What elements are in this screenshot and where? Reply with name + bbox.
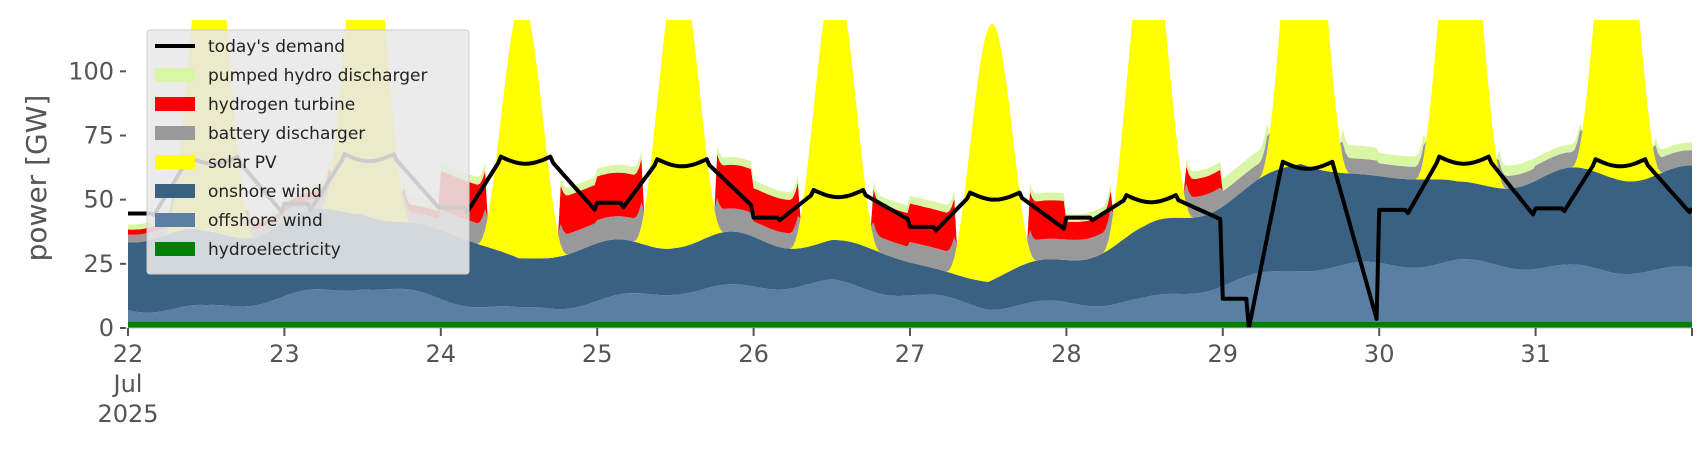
legend-label: battery discharger [208, 124, 365, 144]
legend-swatch [155, 155, 195, 169]
x-tick-label: 31 [1520, 340, 1551, 368]
legend-label: hydrogen turbine [208, 95, 355, 115]
y-tick-label: 100 [68, 57, 114, 85]
area-hydrogen-turbine [128, 20, 1692, 252]
legend-swatch [155, 97, 195, 111]
y-tick-label: 25 [83, 250, 114, 278]
y-tick-label: 0 [99, 314, 114, 342]
area-offshore-wind [128, 259, 1692, 322]
x-tick-label: 22 [113, 340, 144, 368]
legend: today's demand pumped hydro discharger hyd… [146, 29, 470, 275]
x-tick-label: 27 [895, 340, 926, 368]
y-tick-label: 50 [83, 186, 114, 214]
legend-swatch [155, 126, 195, 140]
legend-box [146, 29, 470, 275]
x-tick-label: 23 [269, 340, 300, 368]
x-tick-label: 30 [1364, 340, 1395, 368]
legend-label: pumped hydro discharger [208, 66, 427, 86]
x-tick-label: 28 [1051, 340, 1082, 368]
x-tick-label: 25 [582, 340, 613, 368]
legend-swatch [155, 68, 195, 82]
legend-swatch [155, 184, 195, 198]
legend-label: offshore wind [208, 211, 323, 231]
x-tick-month-label: Jul [112, 370, 143, 398]
legend-label: hydroelectricity [208, 240, 341, 260]
legend-swatch [155, 213, 195, 227]
area-onshore-wind [128, 163, 1692, 313]
legend-label: today's demand [208, 37, 345, 57]
y-tick-label: 75 [83, 122, 114, 150]
area-hydroelectricity [128, 321, 1692, 328]
legend-label: onshore wind [208, 182, 322, 202]
x-tick-label: 29 [1208, 340, 1239, 368]
legend-swatch [155, 242, 195, 256]
y-axis-label: power [GW] [20, 95, 53, 262]
x-tick-label: 26 [738, 340, 769, 368]
x-tick-label: 24 [426, 340, 457, 368]
x-tick-year-label: 2025 [97, 400, 158, 428]
legend-label: solar PV [208, 153, 277, 173]
area-pumped-hydro-discharger [128, 20, 1692, 246]
area-solar-pv [128, 20, 1692, 282]
stacked-areas [128, 20, 1692, 328]
